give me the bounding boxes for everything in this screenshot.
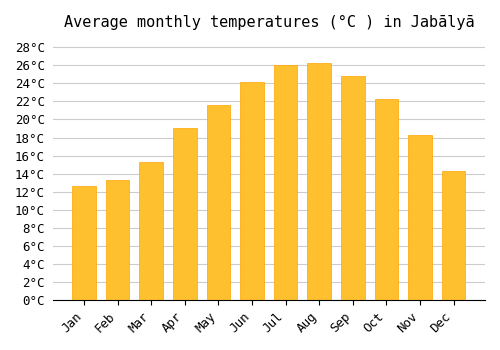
Bar xyxy=(308,63,331,300)
Bar xyxy=(274,65,297,300)
Bar xyxy=(341,76,364,300)
Bar xyxy=(72,186,96,300)
Bar xyxy=(442,171,466,300)
Bar xyxy=(408,135,432,300)
Bar xyxy=(140,162,163,300)
Bar xyxy=(374,99,398,300)
Title: Average monthly temperatures (°C ) in Jabālyā: Average monthly temperatures (°C ) in Ja… xyxy=(64,15,474,30)
Bar xyxy=(173,128,197,300)
Bar xyxy=(206,105,230,300)
Bar xyxy=(106,180,130,300)
Bar xyxy=(240,82,264,300)
